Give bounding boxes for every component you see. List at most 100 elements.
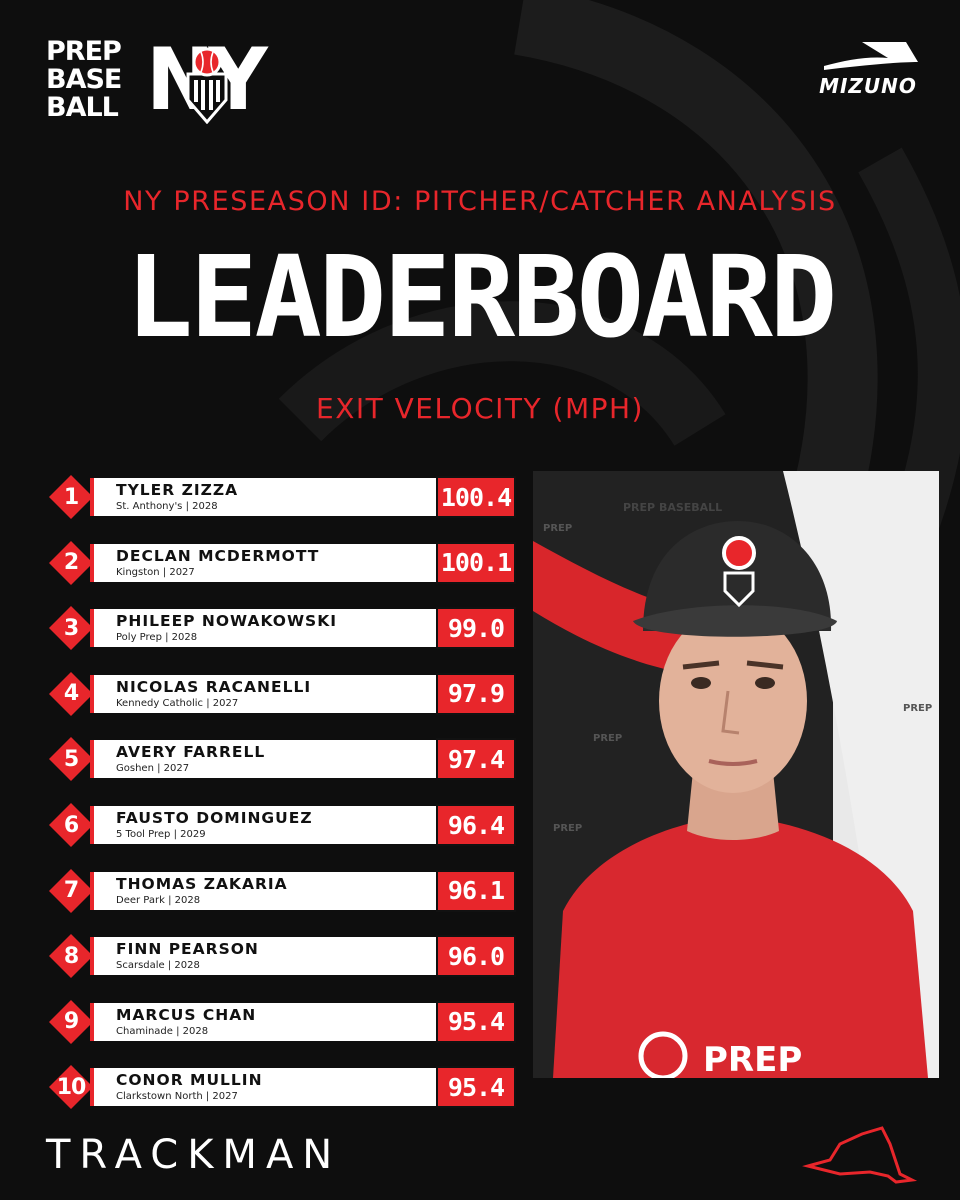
player-name: THOMAS ZAKARIA (116, 874, 288, 893)
rank-number: 1 (63, 484, 79, 510)
mizuno-wordmark: MIZUNO (819, 74, 917, 98)
leaderboard-row: 7 THOMAS ZAKARIA Deer Park | 2028 96.1 (46, 868, 516, 914)
diamond-icon (49, 475, 93, 519)
diamond-icon (49, 540, 93, 585)
exit-velocity-value: 95.4 (436, 1000, 516, 1043)
prep-baseball-ny-logo: PREP BASE BALL NY (46, 32, 268, 128)
player-name: DECLAN MCDERMOTT (116, 546, 320, 565)
backdrop-text: PREP BASEBALL (623, 501, 722, 514)
rank-number: 5 (63, 746, 79, 772)
leaderboard-row: 4 NICOLAS RACANELLI Kennedy Catholic | 202… (46, 671, 516, 717)
player-card: MARCUS CHAN Chaminade | 2028 (90, 1002, 476, 1041)
player-school: Goshen | 2027 (116, 763, 190, 775)
player-card: PHILEEP NOWAKOWSKI Poly Prep | 2028 (90, 609, 476, 648)
player-name: MARCUS CHAN (116, 1005, 257, 1024)
svg-text:PREP: PREP (593, 733, 622, 744)
leaderboard-row: 1 TYLER ZIZZA St. Anthony's | 2028 100.4 (46, 474, 516, 520)
player-card: AVERY FARRELL Goshen | 2027 (90, 740, 476, 779)
shirt-text: PREP (703, 1040, 802, 1078)
player-school: 5 Tool Prep | 2029 (116, 829, 206, 840)
rank-number: 4 (63, 681, 79, 707)
player-name: AVERY FARRELL (116, 743, 266, 762)
trackman-logo: TRACKMAN (46, 1132, 342, 1178)
exit-velocity-value: 99.0 (436, 607, 516, 650)
player-name: FINN PEARSON (116, 940, 259, 959)
rank-badge: 9 (48, 999, 94, 1045)
leaderboard-row: 3 PHILEEP NOWAKOWSKI Poly Prep | 2028 99.0 (46, 605, 516, 651)
player-photo-illustration: PREP PREP PREP PREP PREP BASEBALL PREP (533, 471, 939, 1078)
page-title: LEADERBOARD (125, 233, 838, 363)
rank-badge: 8 (48, 933, 94, 979)
diamond-icon (49, 803, 93, 847)
rank-number: 3 (63, 615, 79, 641)
player-school: Clarkstown North | 2027 (116, 1091, 238, 1103)
diamond-icon (49, 868, 93, 913)
rank-number: 10 (56, 1074, 87, 1100)
player-school: Poly Prep | 2028 (116, 632, 198, 644)
leaderboard-row: 2 DECLAN MCDERMOTT Kingston | 2027 100.1 (46, 540, 516, 586)
diamond-icon (49, 671, 93, 716)
rank-badge: 6 (48, 802, 94, 848)
diamond-icon (49, 934, 93, 979)
rank-badge: 3 (48, 605, 94, 651)
baseball-crest-icon (186, 47, 228, 124)
exit-velocity-value: 97.4 (436, 738, 516, 781)
player-school: Kennedy Catholic | 2027 (116, 697, 239, 709)
logo-wordmark: PREP BASE BALL (46, 36, 122, 123)
player-name: TYLER ZIZZA (116, 481, 239, 499)
player-card: CONOR MULLIN Clarkstown North | 2027 (90, 1068, 476, 1107)
exit-velocity-value: 96.4 (436, 804, 516, 846)
svg-text:PREP: PREP (903, 703, 932, 714)
diamond-icon (49, 737, 93, 782)
exit-velocity-value: 100.1 (436, 541, 516, 584)
leaderboard-row: 10 CONOR MULLIN Clarkstown North | 2027 95.… (46, 1064, 516, 1110)
player-name: FAUSTO DOMINGUEZ (116, 809, 313, 827)
metric-label: EXIT VELOCITY (MPH) (316, 392, 644, 425)
logo-line-prep: PREP (46, 36, 122, 67)
player-school: Deer Park | 2028 (116, 894, 201, 906)
rank-badge: 4 (48, 671, 94, 717)
player-school: Scarsdale | 2028 (116, 960, 200, 972)
exit-velocity-value: 96.1 (436, 869, 516, 912)
player-photo: PREP PREP PREP PREP PREP BASEBALL PREP (533, 471, 939, 1078)
leaderboard-row: 8 FINN PEARSON Scarsdale | 2028 96.0 (46, 933, 516, 979)
mizuno-runbird-icon (824, 42, 918, 70)
new-york-state-icon (802, 1126, 918, 1184)
rank-badge: 5 (48, 736, 94, 782)
rank-badge: 7 (48, 868, 94, 914)
logo-line-base: BASE (46, 64, 122, 95)
diamond-icon (49, 999, 93, 1044)
rank-number: 9 (63, 1009, 79, 1035)
rank-badge: 10 (48, 1064, 94, 1110)
player-card: FINN PEARSON Scarsdale | 2028 (90, 937, 476, 976)
player-card: FAUSTO DOMINGUEZ 5 Tool Prep | 2029 (90, 806, 476, 844)
svg-text:PREP: PREP (543, 523, 572, 534)
player-card: NICOLAS RACANELLI Kennedy Catholic | 2027 (90, 674, 476, 713)
exit-velocity-value: 97.9 (436, 672, 516, 715)
exit-velocity-value: 96.0 (436, 935, 516, 978)
leaderboard-row: 5 AVERY FARRELL Goshen | 2027 97.4 (46, 736, 516, 782)
player-card: TYLER ZIZZA St. Anthony's | 2028 (90, 478, 476, 516)
rank-number: 7 (63, 878, 79, 904)
rank-number: 2 (63, 550, 79, 576)
player-school: St. Anthony's | 2028 (116, 501, 218, 512)
leaderboard-row: 9 MARCUS CHAN Chaminade | 2028 95.4 (46, 999, 516, 1045)
leaderboard-row: 6 FAUSTO DOMINGUEZ 5 Tool Prep | 2029 96.4 (46, 802, 516, 848)
exit-velocity-value: 95.4 (436, 1066, 516, 1109)
rank-badge: 1 (48, 474, 94, 520)
player-name: PHILEEP NOWAKOWSKI (116, 612, 337, 631)
player-name: NICOLAS RACANELLI (116, 677, 312, 696)
player-card: DECLAN MCDERMOTT Kingston | 2027 (90, 543, 476, 582)
player-school: Chaminade | 2028 (116, 1025, 209, 1037)
player-name: CONOR MULLIN (116, 1071, 263, 1090)
diamond-icon (49, 1065, 93, 1110)
rank-number: 6 (63, 812, 79, 838)
svg-text:PREP: PREP (553, 823, 582, 834)
diamond-icon (49, 606, 93, 651)
mizuno-logo: MIZUNO (806, 36, 930, 98)
event-subtitle: NY PRESEASON ID: PITCHER/CATCHER ANALYSI… (123, 186, 837, 217)
logo-line-ball: BALL (46, 92, 119, 123)
exit-velocity-value: 100.4 (436, 476, 516, 518)
rank-number: 8 (63, 943, 79, 969)
player-school: Kingston | 2027 (116, 566, 195, 578)
